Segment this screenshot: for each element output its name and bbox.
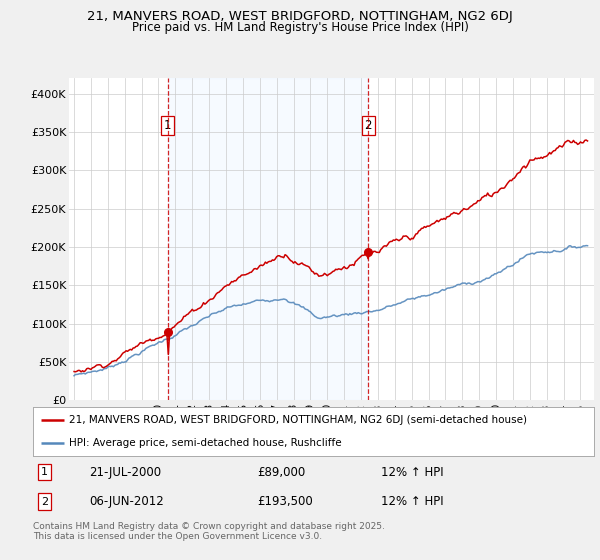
- Text: 21-JUL-2000: 21-JUL-2000: [89, 465, 161, 479]
- Text: Price paid vs. HM Land Registry's House Price Index (HPI): Price paid vs. HM Land Registry's House …: [131, 21, 469, 34]
- Text: 12% ↑ HPI: 12% ↑ HPI: [381, 495, 443, 508]
- Text: 1: 1: [164, 119, 172, 132]
- Text: 12% ↑ HPI: 12% ↑ HPI: [381, 465, 443, 479]
- Bar: [168, 78, 368, 400]
- Text: 1: 1: [41, 467, 48, 477]
- Text: HPI: Average price, semi-detached house, Rushcliffe: HPI: Average price, semi-detached house,…: [70, 438, 342, 448]
- Text: £193,500: £193,500: [257, 495, 313, 508]
- Text: 2: 2: [41, 497, 48, 507]
- Text: 21, MANVERS ROAD, WEST BRIDGFORD, NOTTINGHAM, NG2 6DJ: 21, MANVERS ROAD, WEST BRIDGFORD, NOTTIN…: [87, 10, 513, 23]
- Text: 2: 2: [365, 119, 372, 132]
- Text: Contains HM Land Registry data © Crown copyright and database right 2025.
This d: Contains HM Land Registry data © Crown c…: [33, 522, 385, 542]
- Text: £89,000: £89,000: [257, 465, 305, 479]
- Text: 06-JUN-2012: 06-JUN-2012: [89, 495, 164, 508]
- Text: 21, MANVERS ROAD, WEST BRIDGFORD, NOTTINGHAM, NG2 6DJ (semi-detached house): 21, MANVERS ROAD, WEST BRIDGFORD, NOTTIN…: [70, 416, 527, 426]
